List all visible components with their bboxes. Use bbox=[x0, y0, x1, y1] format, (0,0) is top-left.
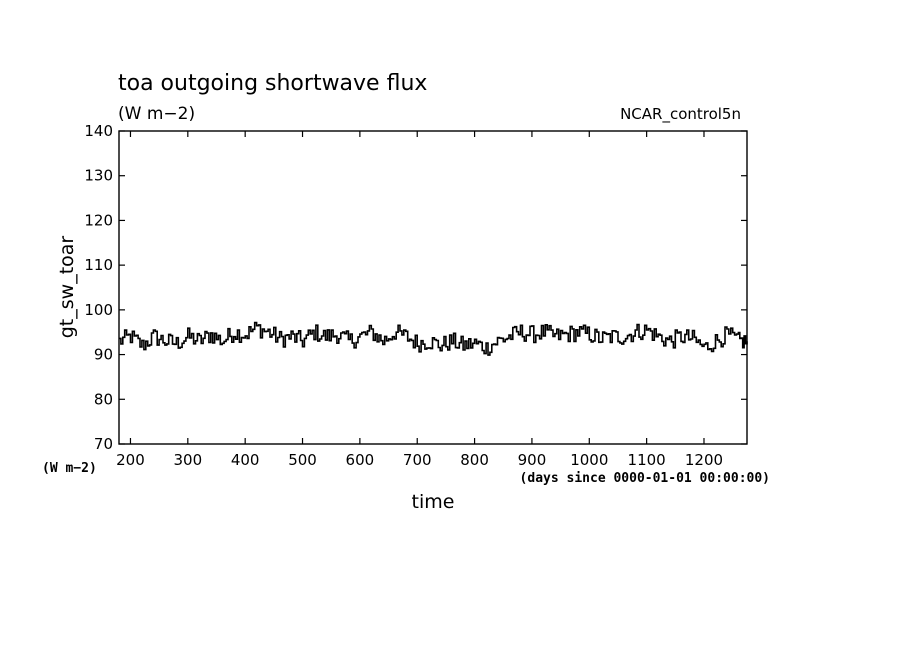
x-axis-units: (days since 0000-01-01 00:00:00) bbox=[520, 471, 770, 486]
y-tick-label: 110 bbox=[84, 256, 113, 274]
plot-frame bbox=[118, 130, 748, 445]
x-tick-label: 1200 bbox=[685, 451, 723, 469]
y-tick-label: 120 bbox=[84, 211, 113, 229]
y-tick-label: 130 bbox=[84, 167, 113, 185]
x-tick-label: 300 bbox=[174, 451, 203, 469]
y-tick-label: 100 bbox=[84, 301, 113, 319]
x-axis-ticks: 200 300 400 500 600 700 800 900 1000 1100 1200 bbox=[116, 131, 723, 469]
chart-title: toa outgoing shortwave flux bbox=[118, 71, 427, 96]
y-tick-label: 90 bbox=[94, 346, 113, 364]
x-tick-label: 800 bbox=[460, 451, 489, 469]
y-axis-ticks: 70 80 90 100 110 120 130 140 bbox=[84, 122, 747, 453]
y-axis-units: (W m−2) bbox=[42, 461, 97, 476]
x-tick-label: 1100 bbox=[628, 451, 666, 469]
x-tick-label: 500 bbox=[288, 451, 317, 469]
y-tick-label: 80 bbox=[94, 390, 113, 408]
x-tick-label: 700 bbox=[403, 451, 432, 469]
x-tick-label: 600 bbox=[346, 451, 375, 469]
title-units: (W m−2) bbox=[118, 104, 195, 124]
series-line bbox=[119, 321, 748, 356]
y-tick-label: 70 bbox=[94, 435, 113, 453]
y-axis-title: gt_sw_toar bbox=[56, 236, 78, 339]
y-tick-label: 140 bbox=[84, 122, 113, 140]
x-tick-label: 400 bbox=[231, 451, 260, 469]
x-tick-label: 200 bbox=[116, 451, 145, 469]
x-tick-label: 1000 bbox=[570, 451, 608, 469]
experiment-label: NCAR_control5n bbox=[620, 105, 741, 124]
x-axis-title: time bbox=[412, 491, 455, 513]
x-tick-label: 900 bbox=[518, 451, 547, 469]
